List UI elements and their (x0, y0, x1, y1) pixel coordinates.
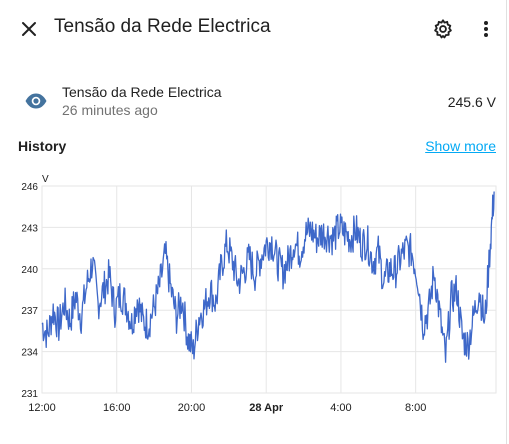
dialog-header: Tensão da Rede Electrica (0, 0, 506, 58)
entity-state: 245.6 V (447, 94, 496, 110)
x-tick-label: 16:00 (103, 402, 131, 414)
dialog-title: Tensão da Rede Electrica (54, 16, 271, 37)
gear-icon (434, 19, 452, 39)
eye-icon (25, 93, 47, 109)
history-chart[interactable]: 231 234 237 240 243 246 12:00 16:00 20:00 28 Apr… (0, 168, 506, 418)
y-tick-label: 243 (21, 223, 38, 234)
y-tick-label: 231 (21, 389, 38, 400)
series-line (41, 191, 495, 363)
y-tick-label: 246 (21, 182, 38, 193)
entity-name: Tensão da Rede Electrica (62, 84, 222, 100)
more-options-button[interactable] (468, 11, 504, 47)
more-vert-icon (484, 21, 488, 37)
y-tick-label: 237 (21, 306, 38, 317)
history-title: History (18, 138, 67, 154)
show-more-link[interactable]: Show more (425, 138, 496, 154)
settings-button[interactable] (425, 11, 461, 47)
y-tick-label: 234 (21, 348, 38, 359)
y-axis-label: V (42, 174, 49, 185)
entity-last-changed: 26 minutes ago (62, 102, 158, 118)
x-tick-label: 20:00 (178, 402, 206, 414)
y-tick-label: 240 (21, 265, 38, 276)
x-tick-label: 28 Apr (249, 402, 284, 414)
x-tick-label: 12:00 (28, 402, 56, 414)
close-button[interactable] (11, 11, 47, 47)
entity-row[interactable]: Tensão da Rede Electrica 26 minutes ago … (0, 78, 506, 122)
plot-frame (41, 185, 497, 394)
x-tick-label: 4:00 (330, 402, 351, 414)
close-icon (22, 22, 36, 36)
x-tick-label: 8:00 (405, 402, 426, 414)
